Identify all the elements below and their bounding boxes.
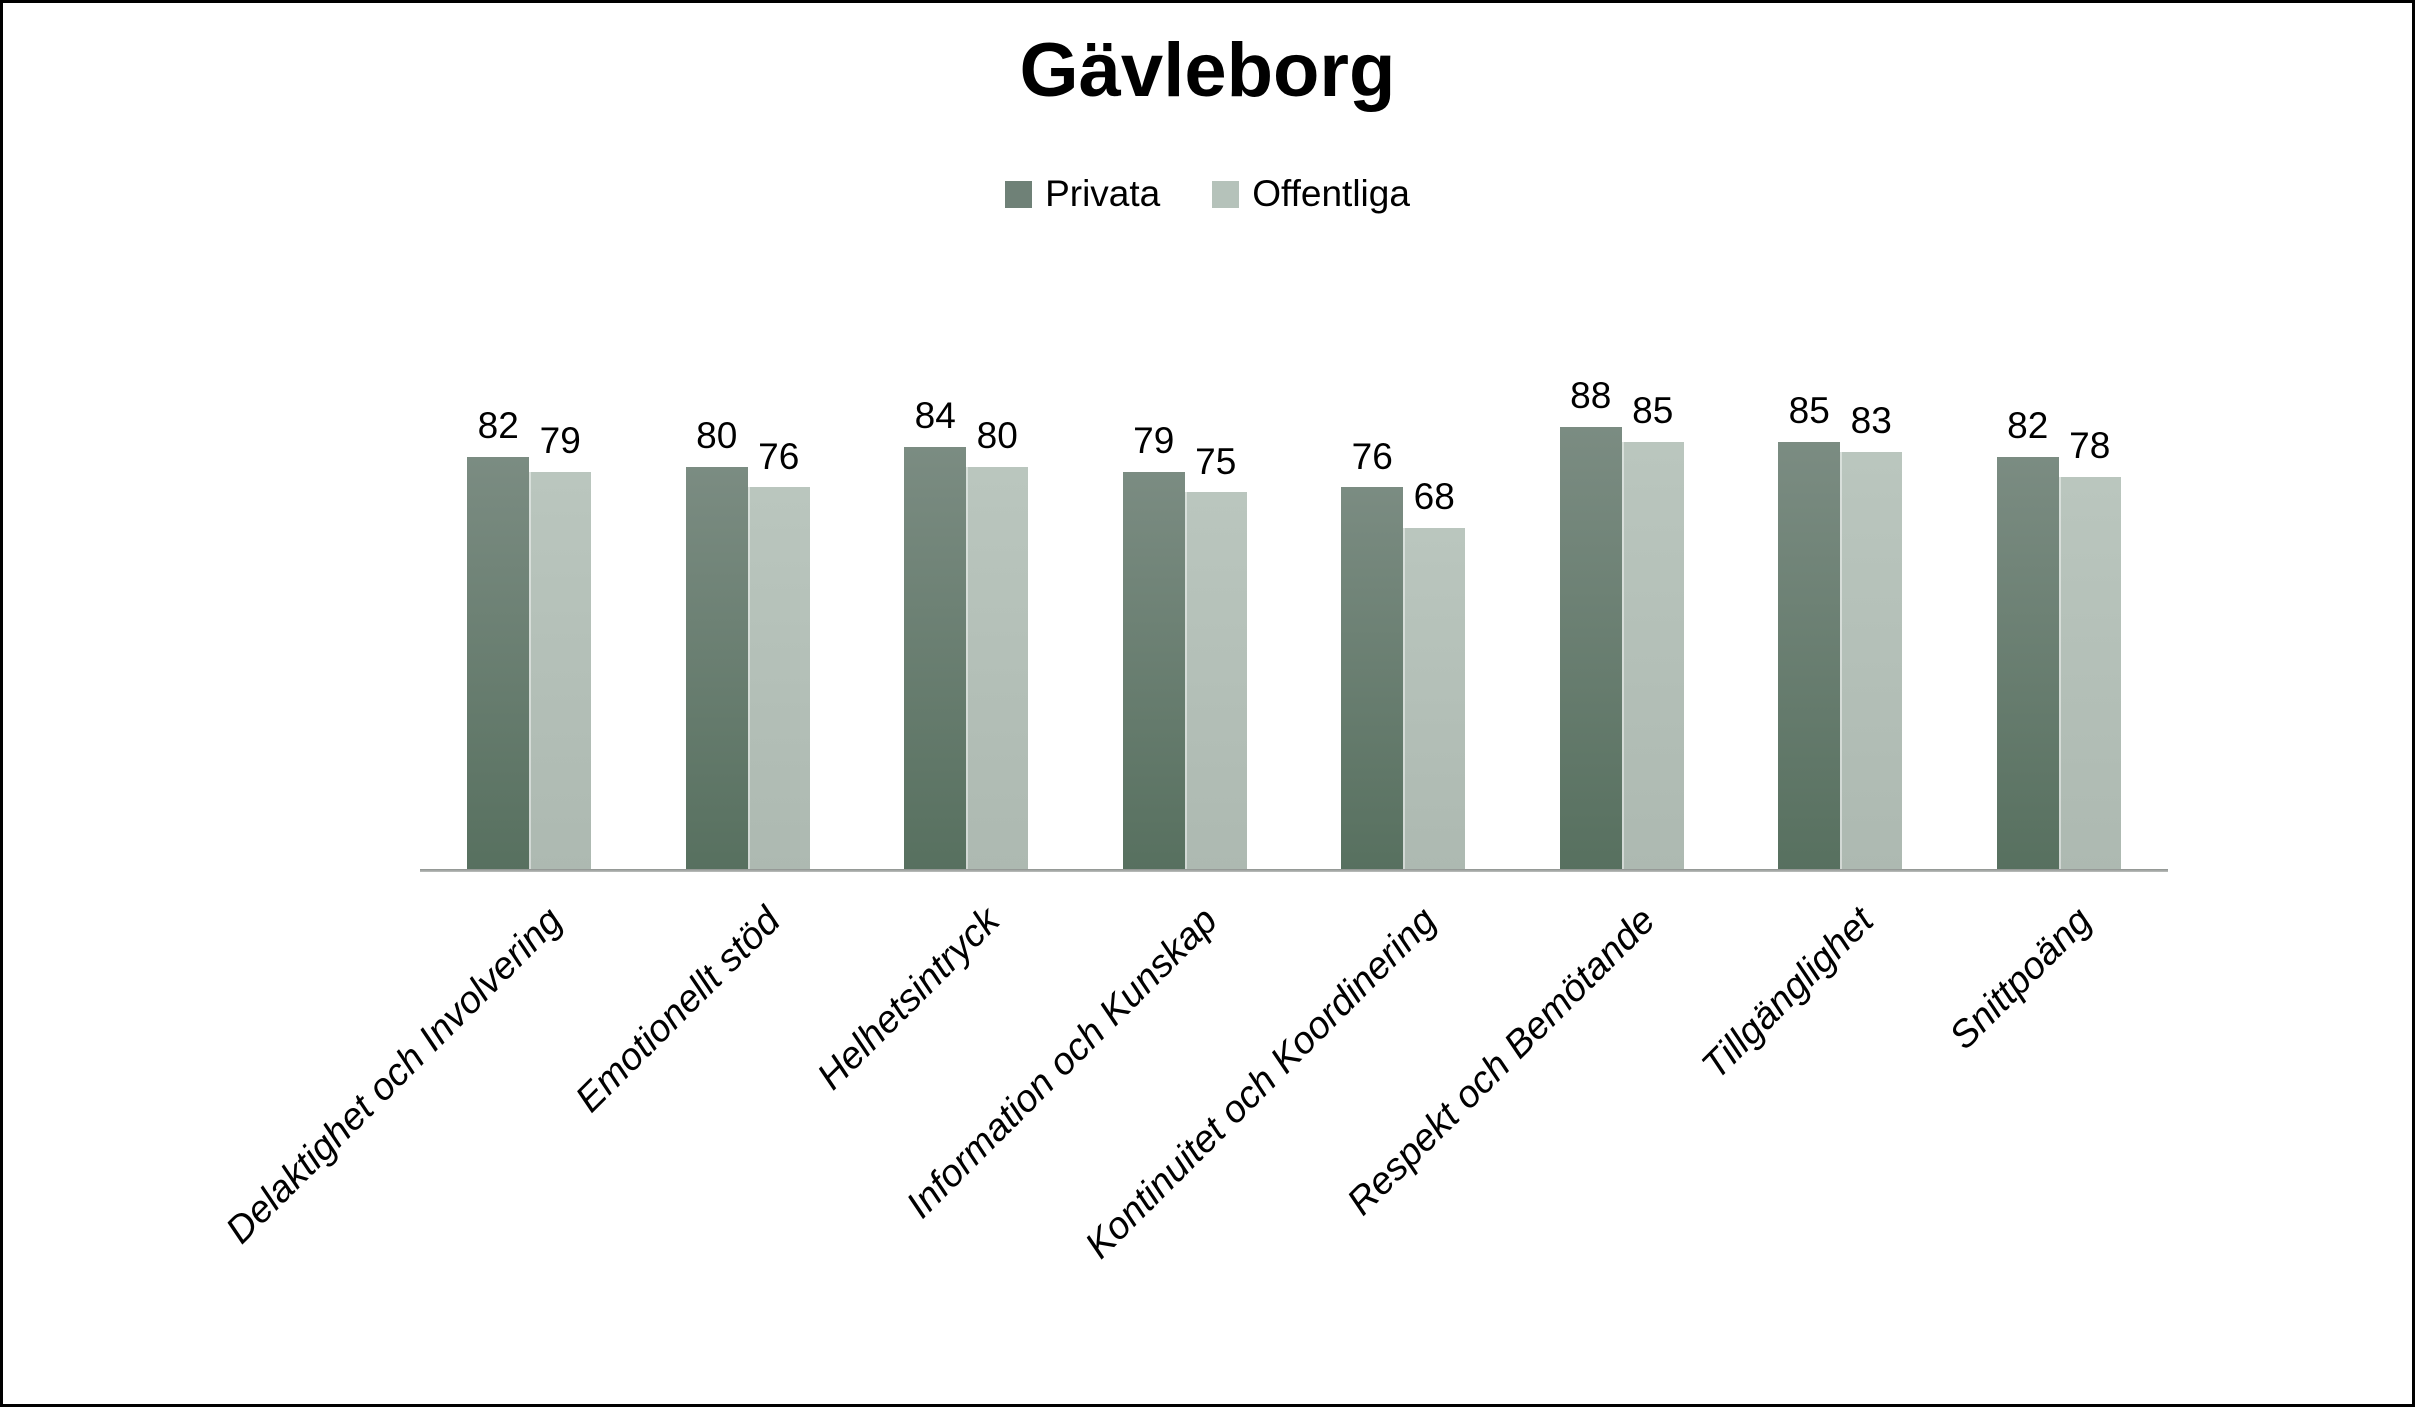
value-label: 76 [1351, 435, 1393, 477]
x-axis-label: Helhetsintryck [809, 899, 1008, 1099]
bar-privata: 80 [685, 416, 748, 871]
legend-label-offentliga: Offentliga [1252, 173, 1410, 214]
value-label: 88 [1570, 374, 1612, 416]
x-axis-label: Kontinuitet och Koordinering [1077, 899, 1445, 1267]
value-label: 79 [539, 420, 581, 462]
bar-offentliga: 79 [529, 421, 592, 871]
chart-title: Gävleborg [1019, 28, 1396, 113]
category-slot: 82 78 [1950, 366, 2169, 871]
value-label: 76 [758, 435, 800, 477]
value-label: 82 [2007, 405, 2049, 447]
category-slot: 85 83 [1731, 366, 1950, 871]
x-axis-label: Delaktighet och Involvering [218, 899, 571, 1252]
legend-swatch-privata-icon [1005, 180, 1033, 208]
x-axis-labels: Delaktighet och Involvering Emotionellt s… [218, 871, 2168, 1401]
plot-area: 82 79 80 76 84 80 79 75 76 68 88 85 85 83 82 78 [420, 366, 2168, 871]
value-label: 75 [1195, 440, 1237, 482]
bar-privata: 82 [467, 406, 530, 871]
category-slot: 79 75 [1076, 366, 1295, 871]
value-label: 80 [696, 415, 738, 457]
category-slot: 84 80 [857, 366, 1076, 871]
x-axis-label: Emotionellt stöd [568, 899, 790, 1121]
value-label: 78 [2069, 425, 2111, 467]
legend-label-privata: Privata [1045, 173, 1161, 214]
value-label: 82 [477, 405, 519, 447]
legend: Privata Offentliga [3, 173, 2412, 215]
bar-offentliga: 76 [747, 436, 810, 871]
bar-offentliga: 68 [1403, 476, 1466, 871]
value-label: 83 [1850, 400, 1892, 442]
category-slot: 82 79 [420, 366, 639, 871]
bar-offentliga: 75 [1184, 441, 1247, 871]
bar-privata: 84 [904, 395, 967, 871]
x-axis-label: Respekt och Bemötande [1339, 899, 1664, 1224]
x-axis-line [420, 869, 2168, 872]
value-label: 80 [976, 415, 1018, 457]
value-label: 85 [1632, 390, 1674, 432]
bar-privata: 79 [1122, 421, 1185, 871]
legend-item-offentliga: Offentliga [1212, 173, 1410, 215]
bar-offentliga: 83 [1840, 400, 1903, 871]
category-slot: 88 85 [1513, 366, 1732, 871]
bar-offentliga: 80 [966, 416, 1029, 871]
legend-item-privata: Privata [1005, 173, 1160, 215]
bar-privata: 76 [1341, 436, 1404, 871]
bar-privata: 82 [1996, 406, 2059, 871]
value-label: 85 [1788, 390, 1830, 432]
x-axis-label: Information och Kunskap [899, 899, 1227, 1227]
bar-privata: 85 [1778, 390, 1841, 871]
value-label: 68 [1413, 475, 1455, 517]
bar-offentliga: 78 [2058, 426, 2121, 871]
category-slot: 80 76 [639, 366, 858, 871]
bar-privata: 88 [1559, 375, 1622, 871]
category-slot: 76 68 [1294, 366, 1513, 871]
value-label: 79 [1133, 420, 1175, 462]
value-label: 84 [914, 395, 956, 437]
x-axis-label: Snittpoäng [1941, 899, 2101, 1058]
x-axis-label: Tillgänglighet [1693, 899, 1882, 1088]
bar-offentliga: 85 [1621, 390, 1684, 871]
legend-swatch-offentliga-icon [1212, 180, 1240, 208]
